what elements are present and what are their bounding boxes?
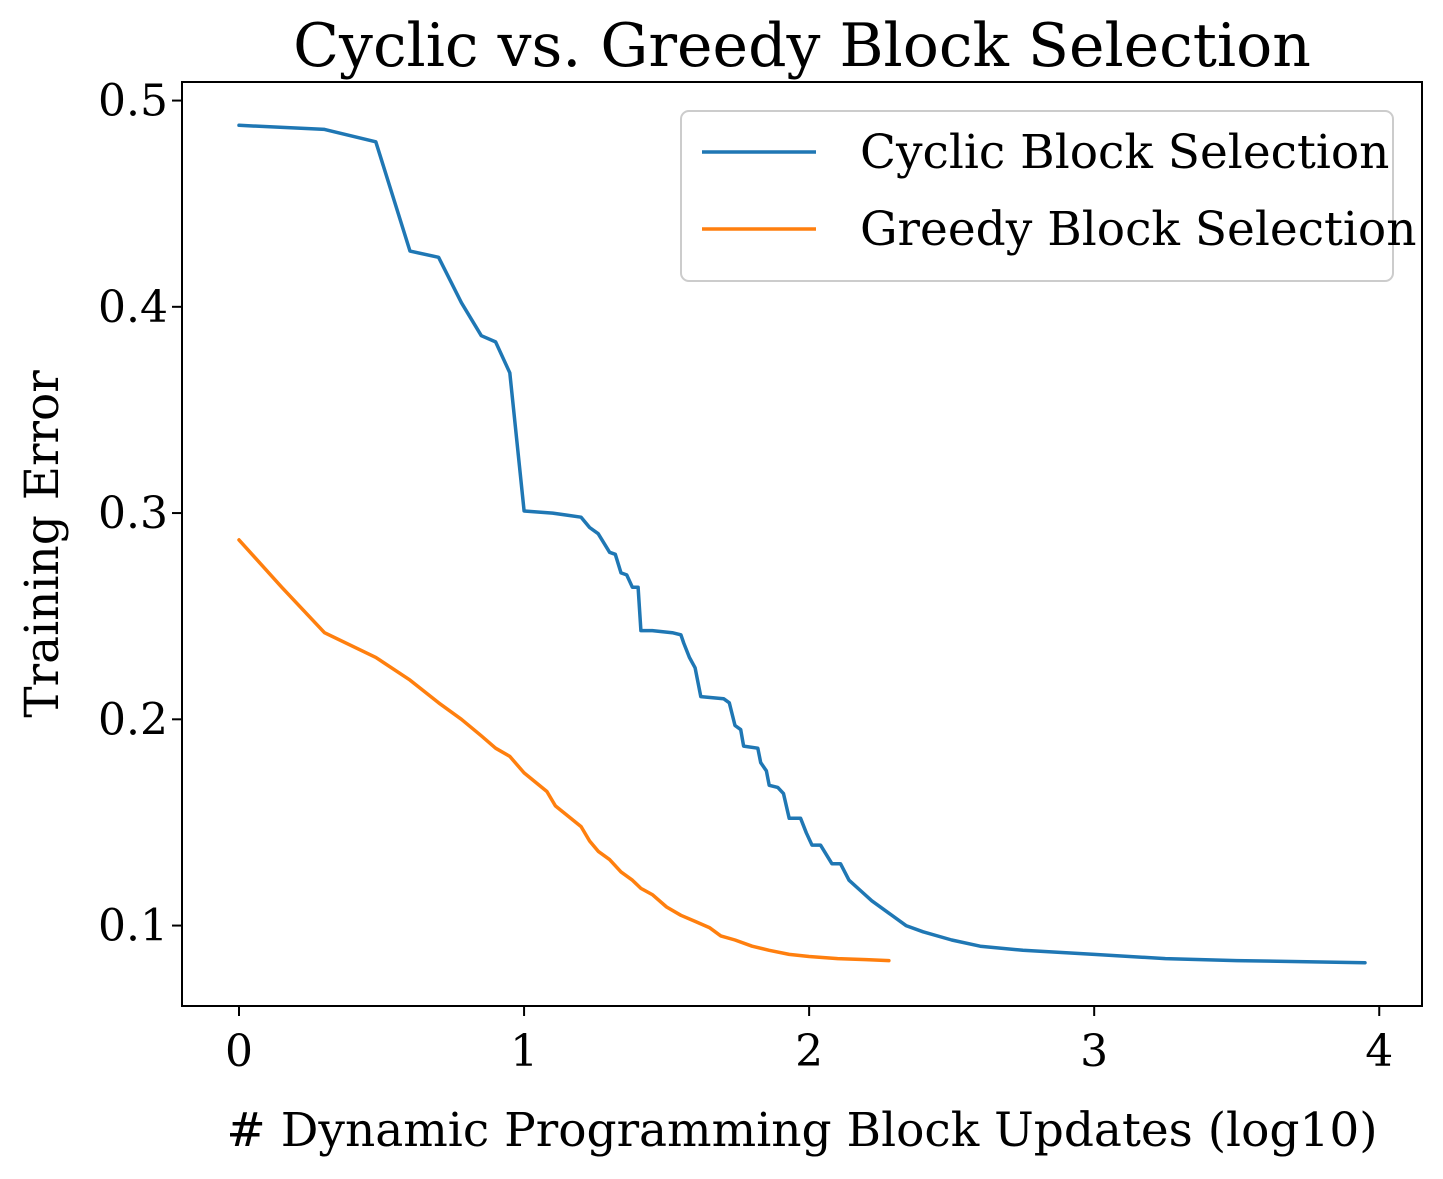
y-axis-label: Training Error: [15, 370, 70, 718]
series-line-1: [237, 123, 1367, 965]
y-axis: 0.1 0.2 0.3 0.4 0.5: [98, 76, 182, 952]
legend: Cyclic Block Selection Greedy Block Selec…: [680, 110, 1417, 282]
chart-title: Cyclic vs. Greedy Block Selection: [293, 11, 1311, 81]
y-tick-label: 0.2: [98, 694, 168, 745]
series-line-2: [237, 538, 891, 963]
x-tick-label: 4: [1365, 1026, 1393, 1077]
legend-label-2: Greedy Block Selection: [860, 202, 1417, 257]
x-tick-label: 2: [795, 1026, 823, 1077]
x-tick-label: 3: [1080, 1026, 1108, 1077]
x-tick-label: 1: [510, 1026, 538, 1077]
y-tick-label: 0.3: [98, 488, 168, 539]
x-tick-label: 0: [225, 1026, 253, 1077]
plot-frame: [181, 81, 1423, 1007]
y-tick-label: 0.4: [98, 282, 168, 333]
y-tick-label: 0.1: [98, 901, 168, 952]
legend-box: [680, 110, 1394, 282]
series-group: [237, 123, 1367, 965]
x-axis: 0 1 2 3 4: [225, 1006, 1393, 1077]
plot-area: [181, 81, 1423, 1007]
y-tick-label: 0.5: [98, 76, 168, 127]
x-axis-label: # Dynamic Programming Block Updates (log…: [226, 1103, 1377, 1158]
legend-label-1: Cyclic Block Selection: [860, 125, 1389, 180]
